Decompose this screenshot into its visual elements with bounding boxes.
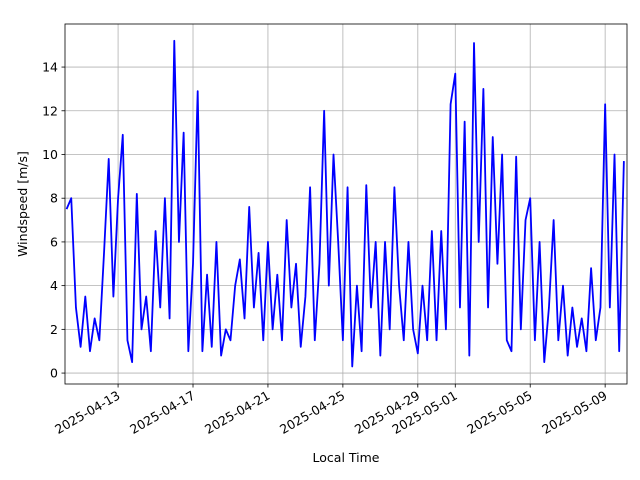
y-tick-label: 12 (42, 103, 58, 118)
x-tick-label: 2025-04-21 (202, 388, 272, 437)
x-tick-label: 2025-04-13 (52, 388, 122, 437)
y-tick-label: 0 (50, 366, 58, 381)
y-tick-label: 2 (50, 322, 58, 337)
plot-frame (64, 23, 628, 385)
x-axis-label: Local Time (313, 450, 380, 465)
x-tick-label: 2025-04-17 (127, 388, 197, 437)
x-tick-label: 2025-04-25 (277, 388, 347, 437)
y-tick-label: 10 (42, 147, 58, 162)
y-tick-label: 14 (42, 60, 58, 75)
y-tick-label: 6 (50, 234, 58, 249)
y-axis-label: Windspeed [m/s] (15, 151, 30, 257)
x-tick-label: 2025-05-05 (464, 388, 534, 437)
y-tick-label: 4 (50, 278, 58, 293)
line-series (65, 39, 625, 368)
x-tick-label: 2025-05-09 (539, 388, 609, 437)
y-tick-label: 8 (50, 191, 58, 206)
